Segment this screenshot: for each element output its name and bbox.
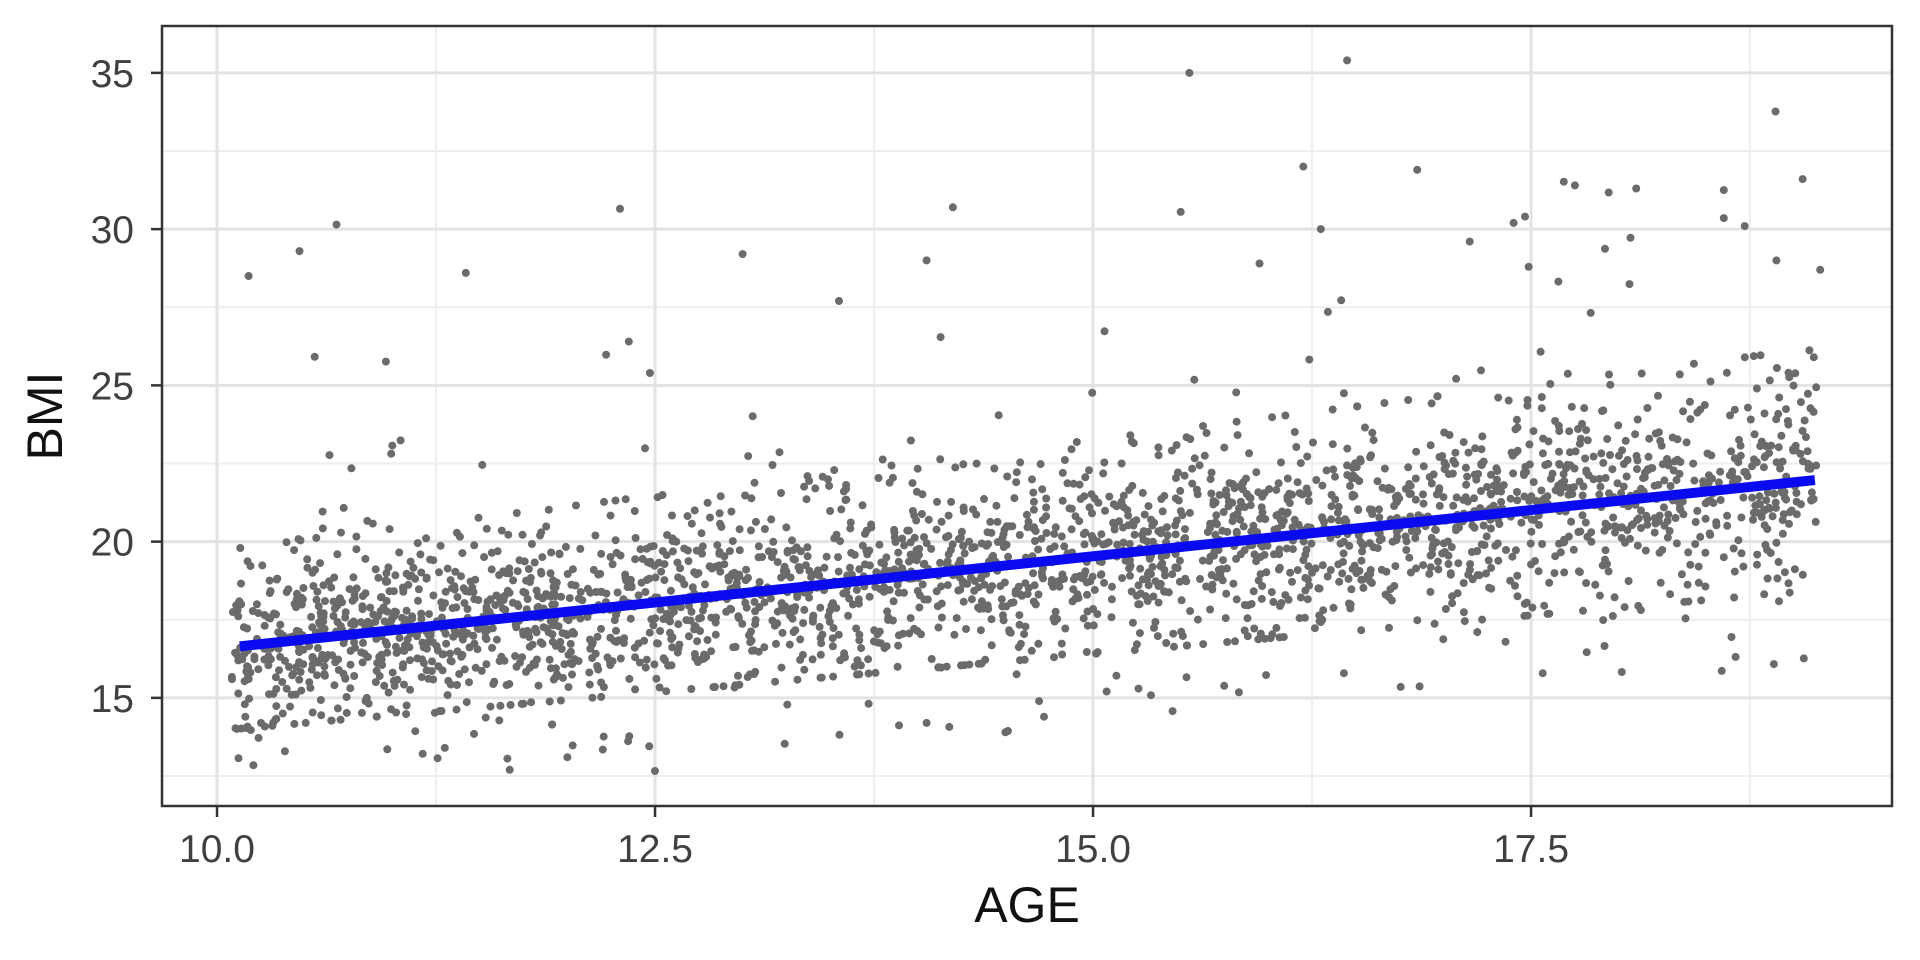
scatter-points <box>227 56 1825 775</box>
y-axis-tick-labels: 15 20 25 30 35 <box>91 53 134 721</box>
regression-line <box>239 475 1816 652</box>
svg-text:15: 15 <box>91 678 134 721</box>
svg-text:20: 20 <box>91 522 134 565</box>
svg-text:35: 35 <box>91 53 134 96</box>
svg-text:25: 25 <box>91 365 134 408</box>
y-axis-title: BMI <box>17 372 73 461</box>
svg-text:17.5: 17.5 <box>1493 828 1569 871</box>
axis-tick-marks <box>151 71 1533 817</box>
panel-background <box>162 26 1892 806</box>
svg-text:12.5: 12.5 <box>617 828 693 871</box>
x-axis-tick-labels: 10.0 12.5 15.0 17.5 <box>179 828 1569 871</box>
svg-text:10.0: 10.0 <box>179 828 255 871</box>
svg-text:30: 30 <box>91 209 134 252</box>
x-axis-title: AGE <box>974 877 1080 933</box>
svg-text:15.0: 15.0 <box>1055 828 1131 871</box>
panel-border <box>160 24 1894 808</box>
